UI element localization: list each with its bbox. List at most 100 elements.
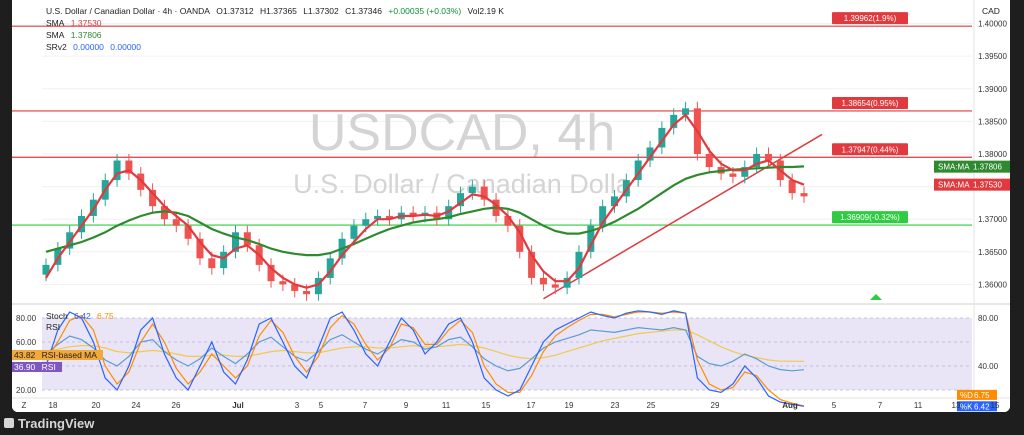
indicator-sma-fast[interactable]: SMA 1.37530 <box>46 18 106 28</box>
candle <box>539 277 547 285</box>
tradingview-logo-icon <box>4 418 14 428</box>
stoch-k-badge-label: %K <box>960 402 973 411</box>
candle <box>196 238 204 259</box>
high-value: 1.37365 <box>266 6 297 16</box>
candle <box>516 225 524 252</box>
osc-right-tick: 40.00 <box>978 362 999 371</box>
rsi-value: 36.90 <box>14 362 36 372</box>
candle <box>149 189 157 207</box>
stoch-k-value: 6.42 <box>74 311 91 321</box>
sma-fast-line <box>45 113 805 289</box>
stoch-d-badge-label: %D <box>960 391 973 400</box>
chart-canvas[interactable]: USDCAD, 4h U.S. Dollar / Canadian Dolla … <box>12 0 1010 412</box>
y-tick-label: 1.39500 <box>978 52 1007 61</box>
sma-badge-value: 1.37530 <box>973 181 1002 190</box>
candle <box>563 277 571 288</box>
candle <box>729 173 737 177</box>
rsi-badge-label: RSI <box>41 362 56 372</box>
candle <box>291 284 299 291</box>
chart-header: U.S. Dollar / Canadian Dollar · 4h · OAN… <box>46 6 508 16</box>
sma-badge-name: SMA:MA <box>938 181 970 190</box>
rsi-ma-line <box>45 329 805 362</box>
osc-left-tick: 20.00 <box>16 386 37 395</box>
vol-value: 2.19 K <box>479 6 504 16</box>
osc-left-tick: 60.00 <box>16 338 37 347</box>
indicator-name: SRv2 <box>46 42 67 52</box>
close-label: C <box>345 6 352 16</box>
level-label: 1.36909(-0.32%) <box>840 213 900 222</box>
level-label: 1.39962(1.9%) <box>844 14 897 23</box>
x-tick-label: 20 <box>92 401 101 410</box>
stoch-k-line <box>45 310 805 407</box>
indicator-srv2[interactable]: SRv2 0.00000 0.00000 <box>46 42 145 52</box>
stoch-k-badge <box>957 401 997 412</box>
y-tick-label: 1.37000 <box>978 215 1007 224</box>
osc-left-tick: 80.00 <box>16 314 37 323</box>
y-tick-label: 1.38500 <box>978 117 1007 126</box>
sma-badge <box>934 178 1010 191</box>
x-tick-label: Z <box>22 401 27 410</box>
candle <box>385 215 393 220</box>
x-tick-label: 9 <box>404 401 409 410</box>
candle <box>575 251 583 278</box>
candle <box>504 215 512 226</box>
stoch-d-line <box>45 311 805 407</box>
y-tick-label: 1.39000 <box>978 85 1007 94</box>
x-tick-label: 24 <box>132 401 141 410</box>
currency-label: CAD <box>982 6 1000 16</box>
level-badge <box>832 12 908 25</box>
rsi-ma-value: 43.82 <box>14 350 36 360</box>
x-tick-label: 11 <box>442 401 451 410</box>
candle <box>208 258 216 269</box>
candle <box>232 232 239 252</box>
candle <box>279 281 287 285</box>
x-tick-label: 13 <box>952 401 961 410</box>
x-tick-label: 7 <box>363 401 368 410</box>
indicator-value: 1.37530 <box>70 18 102 28</box>
candle <box>741 167 749 177</box>
rsi-ma-label: RSI-based MA <box>41 350 97 360</box>
candle <box>267 264 275 282</box>
indicator-sma-slow[interactable]: SMA 1.37806 <box>46 30 106 40</box>
rsi-label: RSI <box>46 322 61 332</box>
close-value: 1.37346 <box>351 6 382 16</box>
change-value: +0.00035 (+0.03%) <box>388 6 462 16</box>
x-tick-label: 15 <box>991 401 1000 410</box>
candle <box>172 219 180 226</box>
candle <box>326 258 334 278</box>
rsi-legend[interactable]: RSI <box>46 322 64 332</box>
stoch-legend[interactable]: Stoch 6.42 6.75 <box>46 311 118 321</box>
sma-badge-value: 1.37806 <box>973 163 1002 172</box>
x-tick-label: 23 <box>611 401 620 410</box>
x-tick-label: 26 <box>172 401 181 410</box>
candle <box>137 173 145 190</box>
low-label: L <box>303 6 309 16</box>
candle <box>314 277 322 295</box>
candle <box>125 160 133 174</box>
candle <box>705 154 713 168</box>
osc-right-tick: 80.00 <box>978 314 999 323</box>
sma-badge-name: SMA:MA <box>938 163 970 172</box>
x-tick-label: 25 <box>647 401 656 410</box>
x-tick-label: 29 <box>711 401 720 410</box>
candle <box>682 108 690 115</box>
vol-label: Vol <box>467 6 480 16</box>
candle <box>374 215 382 220</box>
level-marker-icon <box>870 294 882 300</box>
candle <box>303 290 311 295</box>
candle <box>113 160 121 181</box>
indicator-value-1: 0.00000 <box>73 42 104 52</box>
x-tick-label: 11 <box>914 401 923 410</box>
candle <box>658 127 666 148</box>
open-label: O <box>216 6 223 16</box>
stoch-k-badge-value: 6.42 <box>974 402 990 411</box>
x-tick-label: 15 <box>482 401 491 410</box>
symbol-title: U.S. Dollar / Canadian Dollar · 4h · OAN… <box>46 6 210 16</box>
rsi-badge: 36.90 RSI <box>12 362 62 372</box>
candle <box>634 160 642 181</box>
x-tick-label: 19 <box>565 401 574 410</box>
y-tick-label: 1.38000 <box>978 150 1007 159</box>
candle <box>587 225 595 252</box>
candle <box>220 251 228 269</box>
x-tick-label: Jul <box>232 401 244 410</box>
